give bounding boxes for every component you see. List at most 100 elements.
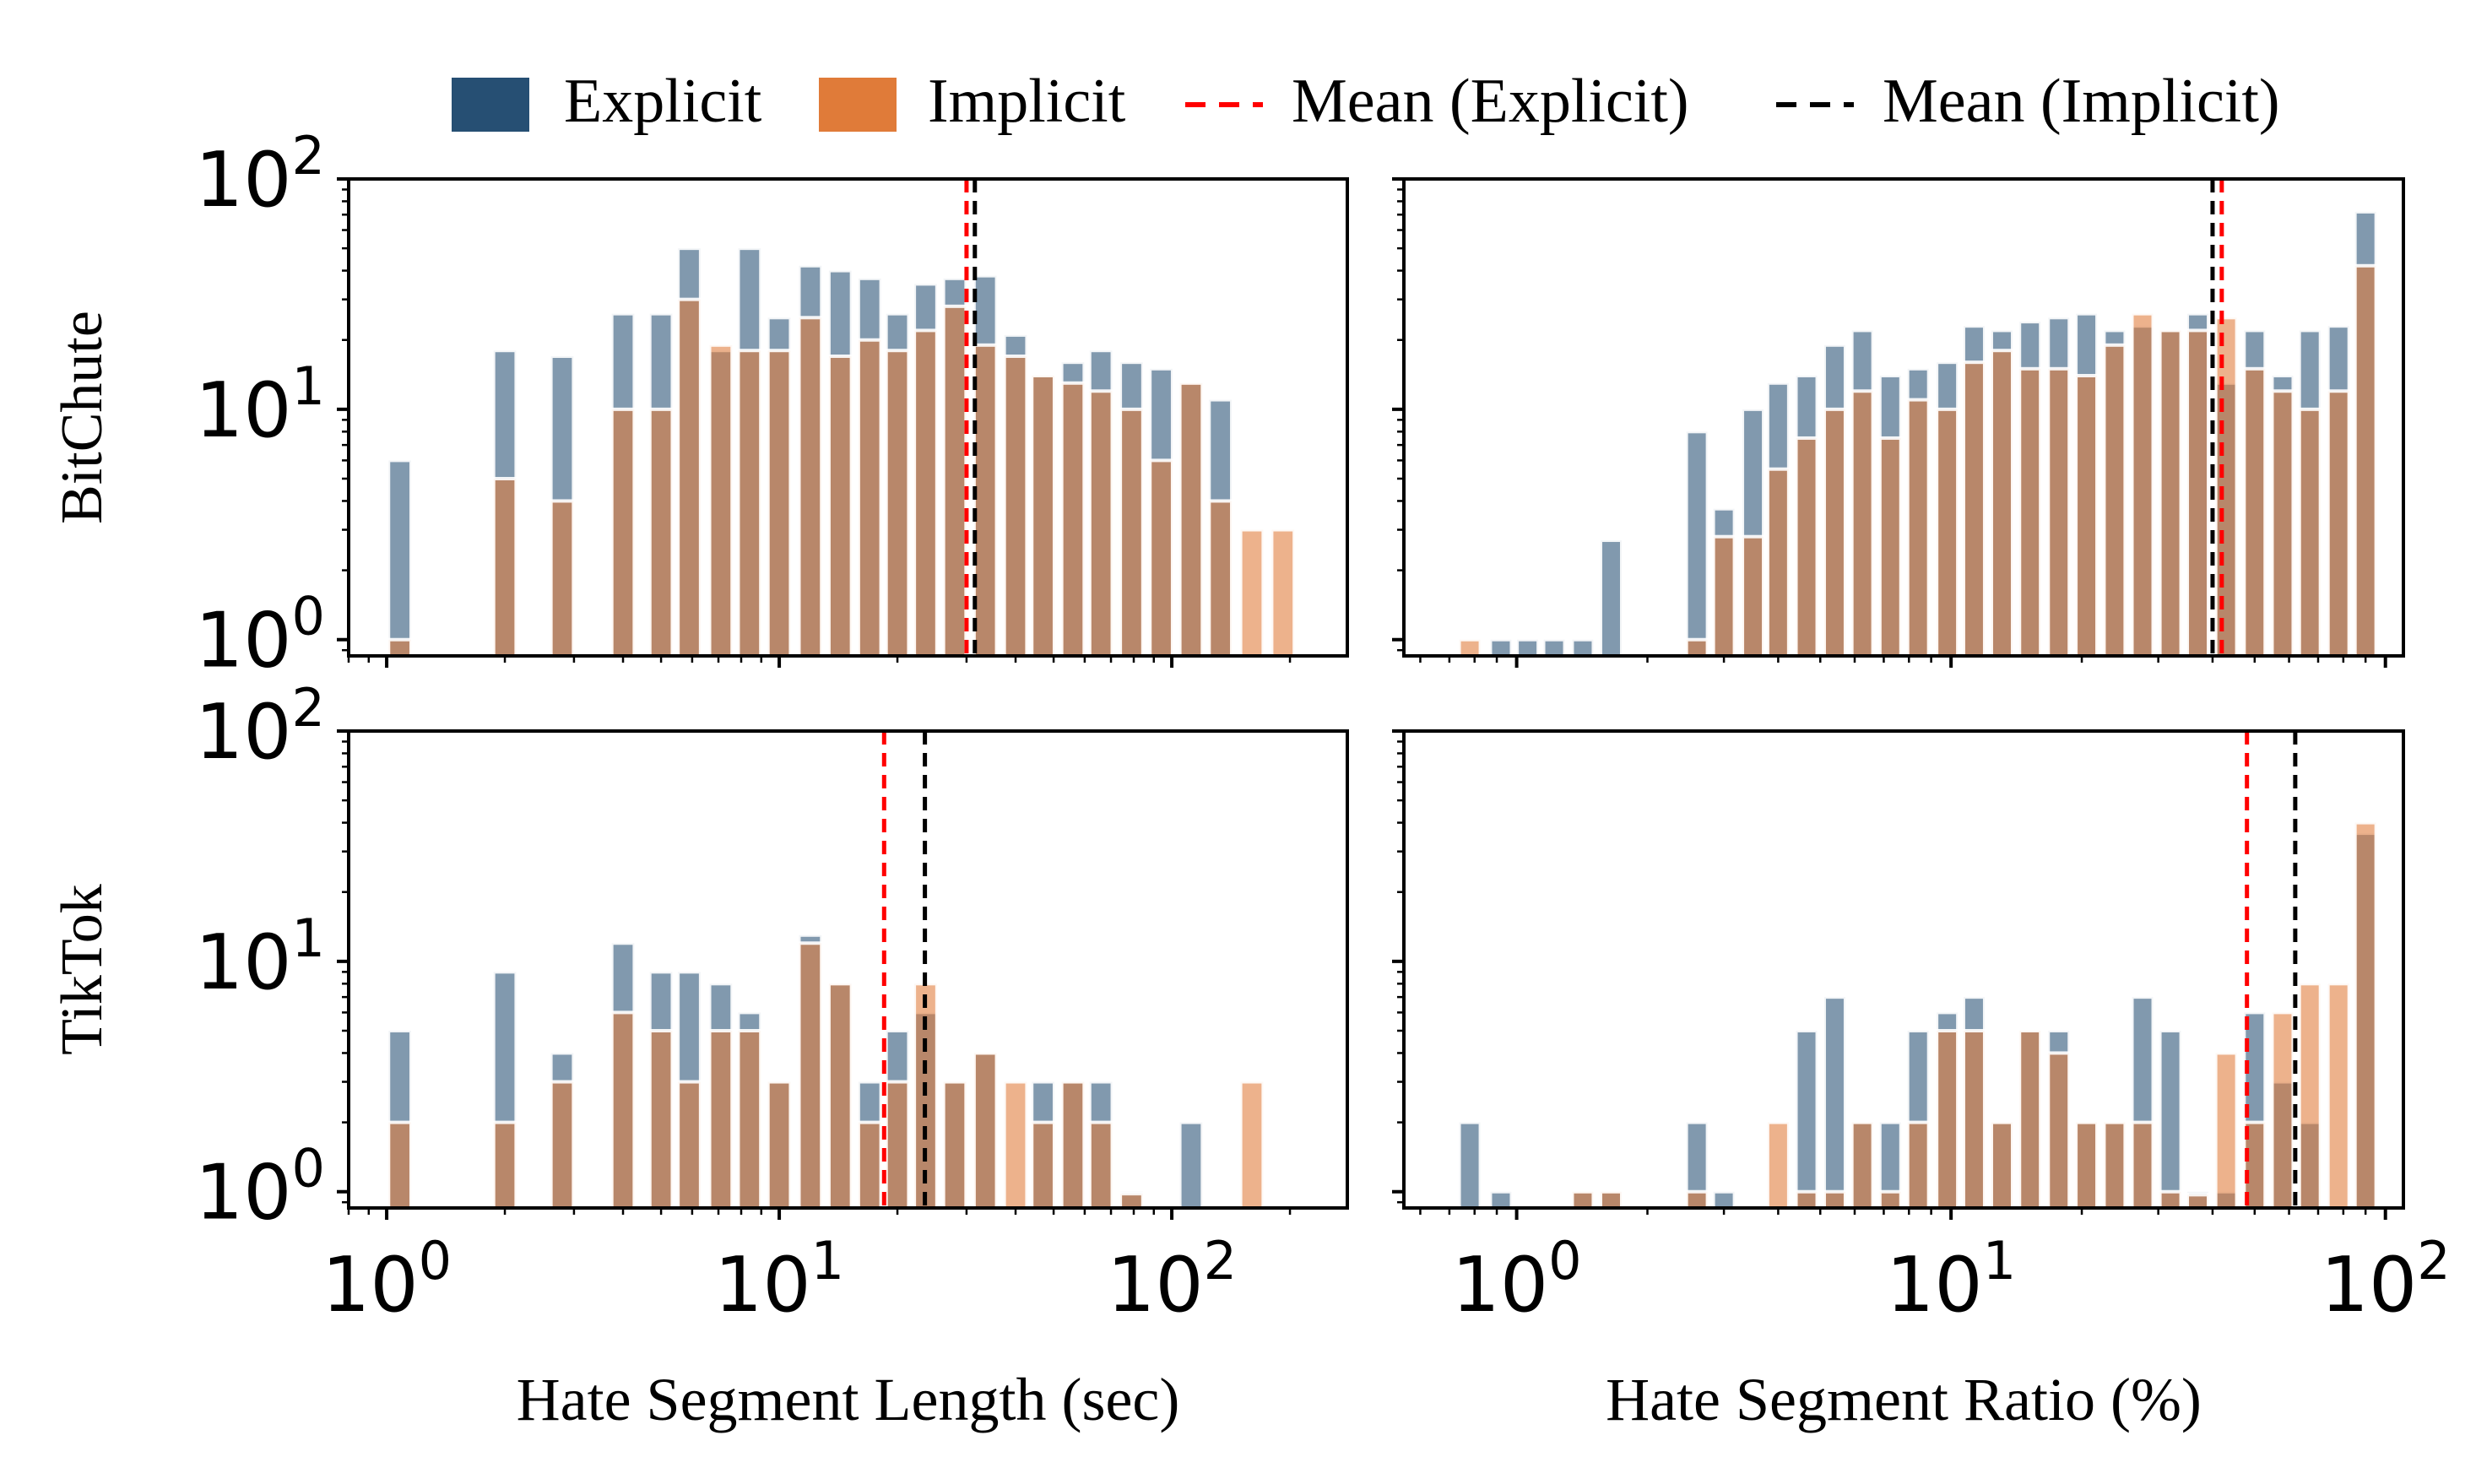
implicit-bar xyxy=(2018,366,2043,656)
explicit-bar xyxy=(1570,637,1596,656)
implicit-bar xyxy=(1119,407,1145,656)
implicit-bar xyxy=(2213,1051,2239,1208)
mean-lines xyxy=(2210,179,2224,656)
implicit-bar xyxy=(856,1120,883,1208)
implicit-bar xyxy=(1270,528,1297,656)
implicit-bar xyxy=(1238,528,1265,656)
implicit-bar xyxy=(1905,1120,1931,1208)
implicit-bar xyxy=(941,1080,968,1208)
x-axis-label-ratio: Hate Segment Ratio (%) xyxy=(1606,1366,2202,1433)
panel-frame xyxy=(347,729,1349,1210)
legend-label: Mean (Implicit) xyxy=(1883,67,2280,136)
implicit-bar xyxy=(1961,1029,1986,1208)
implicit-bar xyxy=(1765,1120,1791,1208)
implicit-bar xyxy=(610,1010,637,1208)
implicit-bar xyxy=(2102,1120,2127,1208)
implicit-bar xyxy=(2018,1029,2043,1208)
implicit-bar xyxy=(2353,263,2378,656)
y-tick-label: 101 xyxy=(195,355,325,455)
implicit-bar xyxy=(2242,366,2267,656)
x-ticks: 100 101 102 xyxy=(1419,1208,2451,1330)
implicit-bar xyxy=(941,304,968,656)
explicit-bar xyxy=(1794,1029,1819,1208)
implicit-bar xyxy=(387,637,413,656)
y-tick-label: 102 xyxy=(195,125,325,225)
implicit-bar xyxy=(2046,366,2072,656)
implicit-bar xyxy=(1905,398,1931,656)
mean-lines xyxy=(2245,731,2298,1208)
bars xyxy=(1457,821,2378,1208)
implicit-bar xyxy=(1457,637,1482,656)
implicit-bar xyxy=(1961,360,1986,656)
implicit-bar xyxy=(1570,1189,1596,1208)
implicit-bar xyxy=(610,407,637,656)
explicit-bar xyxy=(1515,637,1541,656)
panel-bitchute-ratio xyxy=(1392,177,2405,668)
implicit-bar xyxy=(2353,821,2378,1208)
x-tick-label: 102 xyxy=(2321,1230,2451,1330)
explicit-bar xyxy=(1599,539,1623,656)
implicit-bar xyxy=(1794,436,1819,656)
implicit-bar xyxy=(1238,1080,1265,1208)
implicit-bar xyxy=(2186,1193,2211,1208)
y-tick-label: 102 xyxy=(195,677,325,777)
implicit-bar xyxy=(826,354,853,656)
bars xyxy=(1457,209,2378,656)
implicit-bar xyxy=(2130,311,2155,656)
explicit-bar xyxy=(1541,637,1567,656)
implicit-bar xyxy=(549,1080,576,1208)
y-tick-label: 100 xyxy=(195,586,325,685)
y-ticks xyxy=(1392,177,1404,652)
implicit-bar xyxy=(826,982,853,1208)
implicit-bar xyxy=(1684,637,1709,656)
legend-swatch xyxy=(819,78,897,132)
implicit-bar xyxy=(707,343,734,656)
implicit-bar xyxy=(647,1029,675,1208)
implicit-bar xyxy=(491,477,518,656)
implicit-bar xyxy=(736,349,763,656)
legend-item-explicit: Explicit xyxy=(452,67,762,136)
implicit-bar xyxy=(1935,1029,1960,1208)
implicit-bar xyxy=(2158,328,2183,656)
implicit-bar xyxy=(1059,381,1086,656)
implicit-bar xyxy=(2130,1120,2155,1208)
implicit-bar xyxy=(913,328,939,656)
explicit-bar xyxy=(387,458,413,656)
implicit-bar xyxy=(1741,534,1766,656)
panel-tiktok-ratio: 100 101 102 xyxy=(1392,729,2451,1330)
implicit-bar xyxy=(766,349,793,656)
implicit-bar xyxy=(1935,407,1960,656)
implicit-bar xyxy=(2326,389,2351,656)
y-ticks: 100 101 102 xyxy=(195,677,349,1238)
implicit-bar xyxy=(2046,1051,2072,1208)
row-label-bitchute: BitChute xyxy=(50,311,115,524)
y-tick-label: 101 xyxy=(195,907,325,1007)
x-axis-label-length: Hate Segment Length (sec) xyxy=(517,1366,1180,1433)
implicit-bar xyxy=(1989,1120,2014,1208)
implicit-bar xyxy=(2297,407,2322,656)
implicit-bar xyxy=(2102,343,2127,656)
legend-label: Mean (Explicit) xyxy=(1292,67,1689,136)
implicit-bar xyxy=(1765,467,1791,656)
implicit-bar xyxy=(1711,534,1736,656)
x-tick-label: 100 xyxy=(1452,1230,1582,1330)
mean-lines xyxy=(964,179,978,656)
explicit-bar xyxy=(1178,1120,1205,1208)
explicit-bar xyxy=(1488,1189,1514,1208)
legend-swatch xyxy=(452,78,529,132)
implicit-bar xyxy=(1059,1080,1086,1208)
y-ticks: 100 101 102 xyxy=(195,125,349,685)
panel-frame xyxy=(1402,177,2405,658)
implicit-bar xyxy=(1822,407,1847,656)
implicit-bar xyxy=(2297,982,2322,1208)
implicit-bar xyxy=(797,316,824,656)
implicit-bar xyxy=(1877,436,1903,656)
implicit-bar xyxy=(1794,1189,1819,1208)
implicit-bar xyxy=(1030,373,1056,656)
panel-frame xyxy=(347,177,1349,658)
implicit-bar xyxy=(1207,499,1234,656)
panel-bitchute-length: 100 101 102 xyxy=(195,125,1349,685)
row-label-tiktok: TikTok xyxy=(50,884,115,1055)
implicit-bar xyxy=(766,1080,793,1208)
